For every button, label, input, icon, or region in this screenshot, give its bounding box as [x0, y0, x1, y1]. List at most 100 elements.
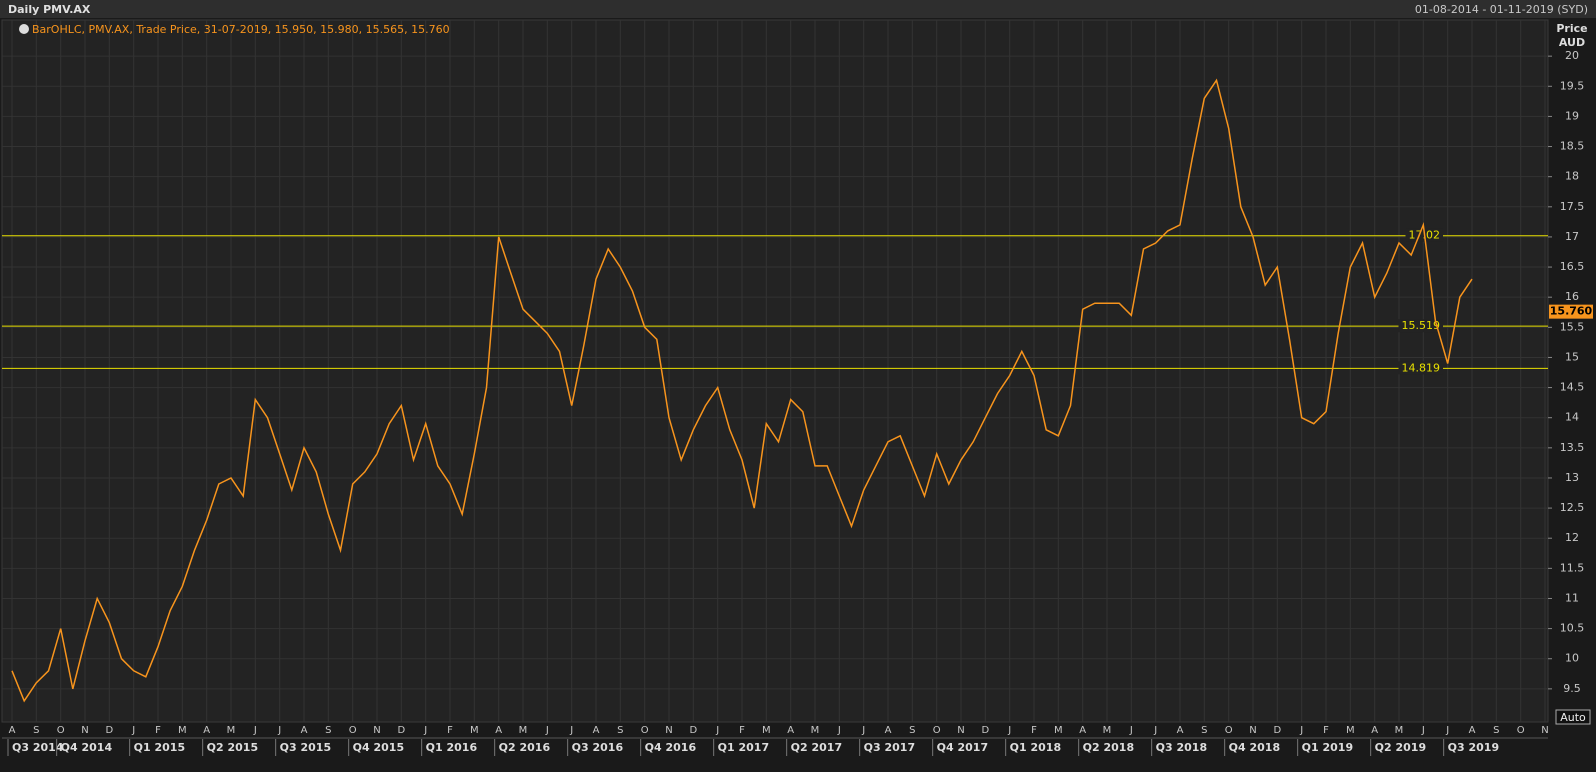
- quarter-label: Q2 2018: [1083, 741, 1134, 754]
- x-tick-label: N: [1249, 725, 1256, 736]
- y-tick-label: 10: [1565, 652, 1579, 665]
- y-tick-label: 17: [1565, 230, 1579, 243]
- x-tick-label: J: [715, 725, 719, 736]
- x-tick-label: M: [1054, 725, 1063, 736]
- x-tick-label: D: [105, 725, 113, 736]
- x-tick-label: D: [1273, 725, 1281, 736]
- quarter-label: Q3 2017: [864, 741, 915, 754]
- quarter-label: Q3 2015: [280, 741, 331, 754]
- x-tick-label: A: [1371, 725, 1378, 736]
- y-tick-label: 16.5: [1560, 260, 1585, 273]
- y-tick-label: 18: [1565, 170, 1579, 183]
- x-tick-label: M: [762, 725, 771, 736]
- date-range: 01-08-2014 - 01-11-2019 (SYD): [1415, 3, 1588, 16]
- quarter-label: Q1 2018: [1010, 741, 1061, 754]
- x-tick-label: J: [423, 725, 427, 736]
- x-tick-label: A: [203, 725, 210, 736]
- x-tick-label: M: [470, 725, 479, 736]
- y-tick-label: 13: [1565, 471, 1579, 484]
- x-tick-label: A: [1469, 725, 1476, 736]
- y-tick-label: 12.5: [1560, 501, 1585, 514]
- x-tick-label: M: [1395, 725, 1404, 736]
- x-tick-label: A: [885, 725, 892, 736]
- y-tick-label: 18.5: [1560, 140, 1585, 153]
- x-tick-label: N: [373, 725, 380, 736]
- y-tick-label: 15: [1565, 350, 1579, 363]
- x-tick-label: J: [277, 725, 281, 736]
- x-tick-label: F: [1323, 725, 1329, 736]
- x-tick-label: O: [1225, 725, 1233, 736]
- y-tick-label: 14: [1565, 411, 1579, 424]
- x-tick-label: O: [349, 725, 357, 736]
- x-tick-label: S: [1493, 725, 1499, 736]
- x-tick-label: J: [1299, 725, 1303, 736]
- quarter-label: Q4 2015: [353, 741, 404, 754]
- x-tick-label: F: [155, 725, 161, 736]
- x-tick-label: J: [131, 725, 135, 736]
- x-tick-label: N: [665, 725, 672, 736]
- quarter-label: Q4 2016: [645, 741, 697, 754]
- y-tick-label: 12: [1565, 531, 1579, 544]
- y-tick-label: 15.5: [1560, 320, 1585, 333]
- quarter-label: Q4 2014: [61, 741, 113, 754]
- x-tick-label: N: [1541, 725, 1548, 736]
- x-tick-label: M: [227, 725, 236, 736]
- x-tick-label: F: [447, 725, 453, 736]
- quarter-label: Q1 2015: [134, 741, 185, 754]
- y-axis-label: AUD: [1559, 36, 1585, 49]
- quarter-label: Q2 2016: [499, 741, 551, 754]
- quarter-label: Q4 2017: [937, 741, 988, 754]
- legend-text: BarOHLC, PMV.AX, Trade Price, 31-07-2019…: [32, 23, 450, 36]
- x-tick-label: O: [933, 725, 941, 736]
- x-tick-label: A: [1079, 725, 1086, 736]
- price-line: [11, 78, 1473, 703]
- plot-area: [1, 19, 1549, 723]
- x-tick-label: M: [1103, 725, 1112, 736]
- last-price-tag: [1549, 304, 1593, 319]
- y-tick-label: 20: [1565, 49, 1579, 62]
- last-price-label: 15.760: [1550, 305, 1593, 318]
- title-bar: [0, 0, 1596, 18]
- x-tick-label: F: [1031, 725, 1037, 736]
- legend-icon: [19, 24, 29, 34]
- y-tick-label: 9.5: [1563, 682, 1581, 695]
- x-tick-label: J: [1129, 725, 1133, 736]
- x-tick-label: J: [1421, 725, 1425, 736]
- x-tick-label: J: [861, 725, 865, 736]
- y-tick-label: 16: [1565, 290, 1579, 303]
- x-tick-label: J: [1445, 725, 1449, 736]
- chart-title: Daily PMV.AX: [8, 3, 91, 16]
- x-tick-label: D: [981, 725, 989, 736]
- x-tick-label: J: [253, 725, 257, 736]
- y-tick-label: 11.5: [1560, 561, 1585, 574]
- x-tick-label: J: [837, 725, 841, 736]
- auto-button-label[interactable]: Auto: [1560, 711, 1586, 724]
- x-tick-label: M: [178, 725, 187, 736]
- x-tick-label: S: [33, 725, 39, 736]
- y-tick-label: 14.5: [1560, 381, 1585, 394]
- y-tick-label: 19.5: [1560, 79, 1585, 92]
- x-tick-label: S: [617, 725, 623, 736]
- x-tick-label: J: [545, 725, 549, 736]
- quarter-label: Q1 2017: [718, 741, 769, 754]
- quarter-label: Q2 2015: [207, 741, 258, 754]
- level-label-bg: [1398, 361, 1443, 375]
- quarter-label: Q2 2019: [1375, 741, 1426, 754]
- quarter-label: Q3 2018: [1156, 741, 1207, 754]
- x-tick-label: F: [739, 725, 745, 736]
- auto-button[interactable]: [1555, 709, 1591, 725]
- x-tick-label: O: [641, 725, 649, 736]
- x-tick-label: J: [1007, 725, 1011, 736]
- x-tick-label: A: [9, 725, 16, 736]
- x-tick-label: J: [1153, 725, 1157, 736]
- quarter-label: Q3 2016: [572, 741, 624, 754]
- x-tick-label: D: [689, 725, 697, 736]
- x-tick-label: M: [519, 725, 528, 736]
- x-tick-label: A: [1177, 725, 1184, 736]
- y-tick-label: 10.5: [1560, 622, 1585, 635]
- level-label: 14.819: [1402, 361, 1441, 374]
- x-tick-label: O: [1517, 725, 1525, 736]
- quarter-label: Q2 2017: [791, 741, 842, 754]
- quarter-label: Q4 2018: [1229, 741, 1280, 754]
